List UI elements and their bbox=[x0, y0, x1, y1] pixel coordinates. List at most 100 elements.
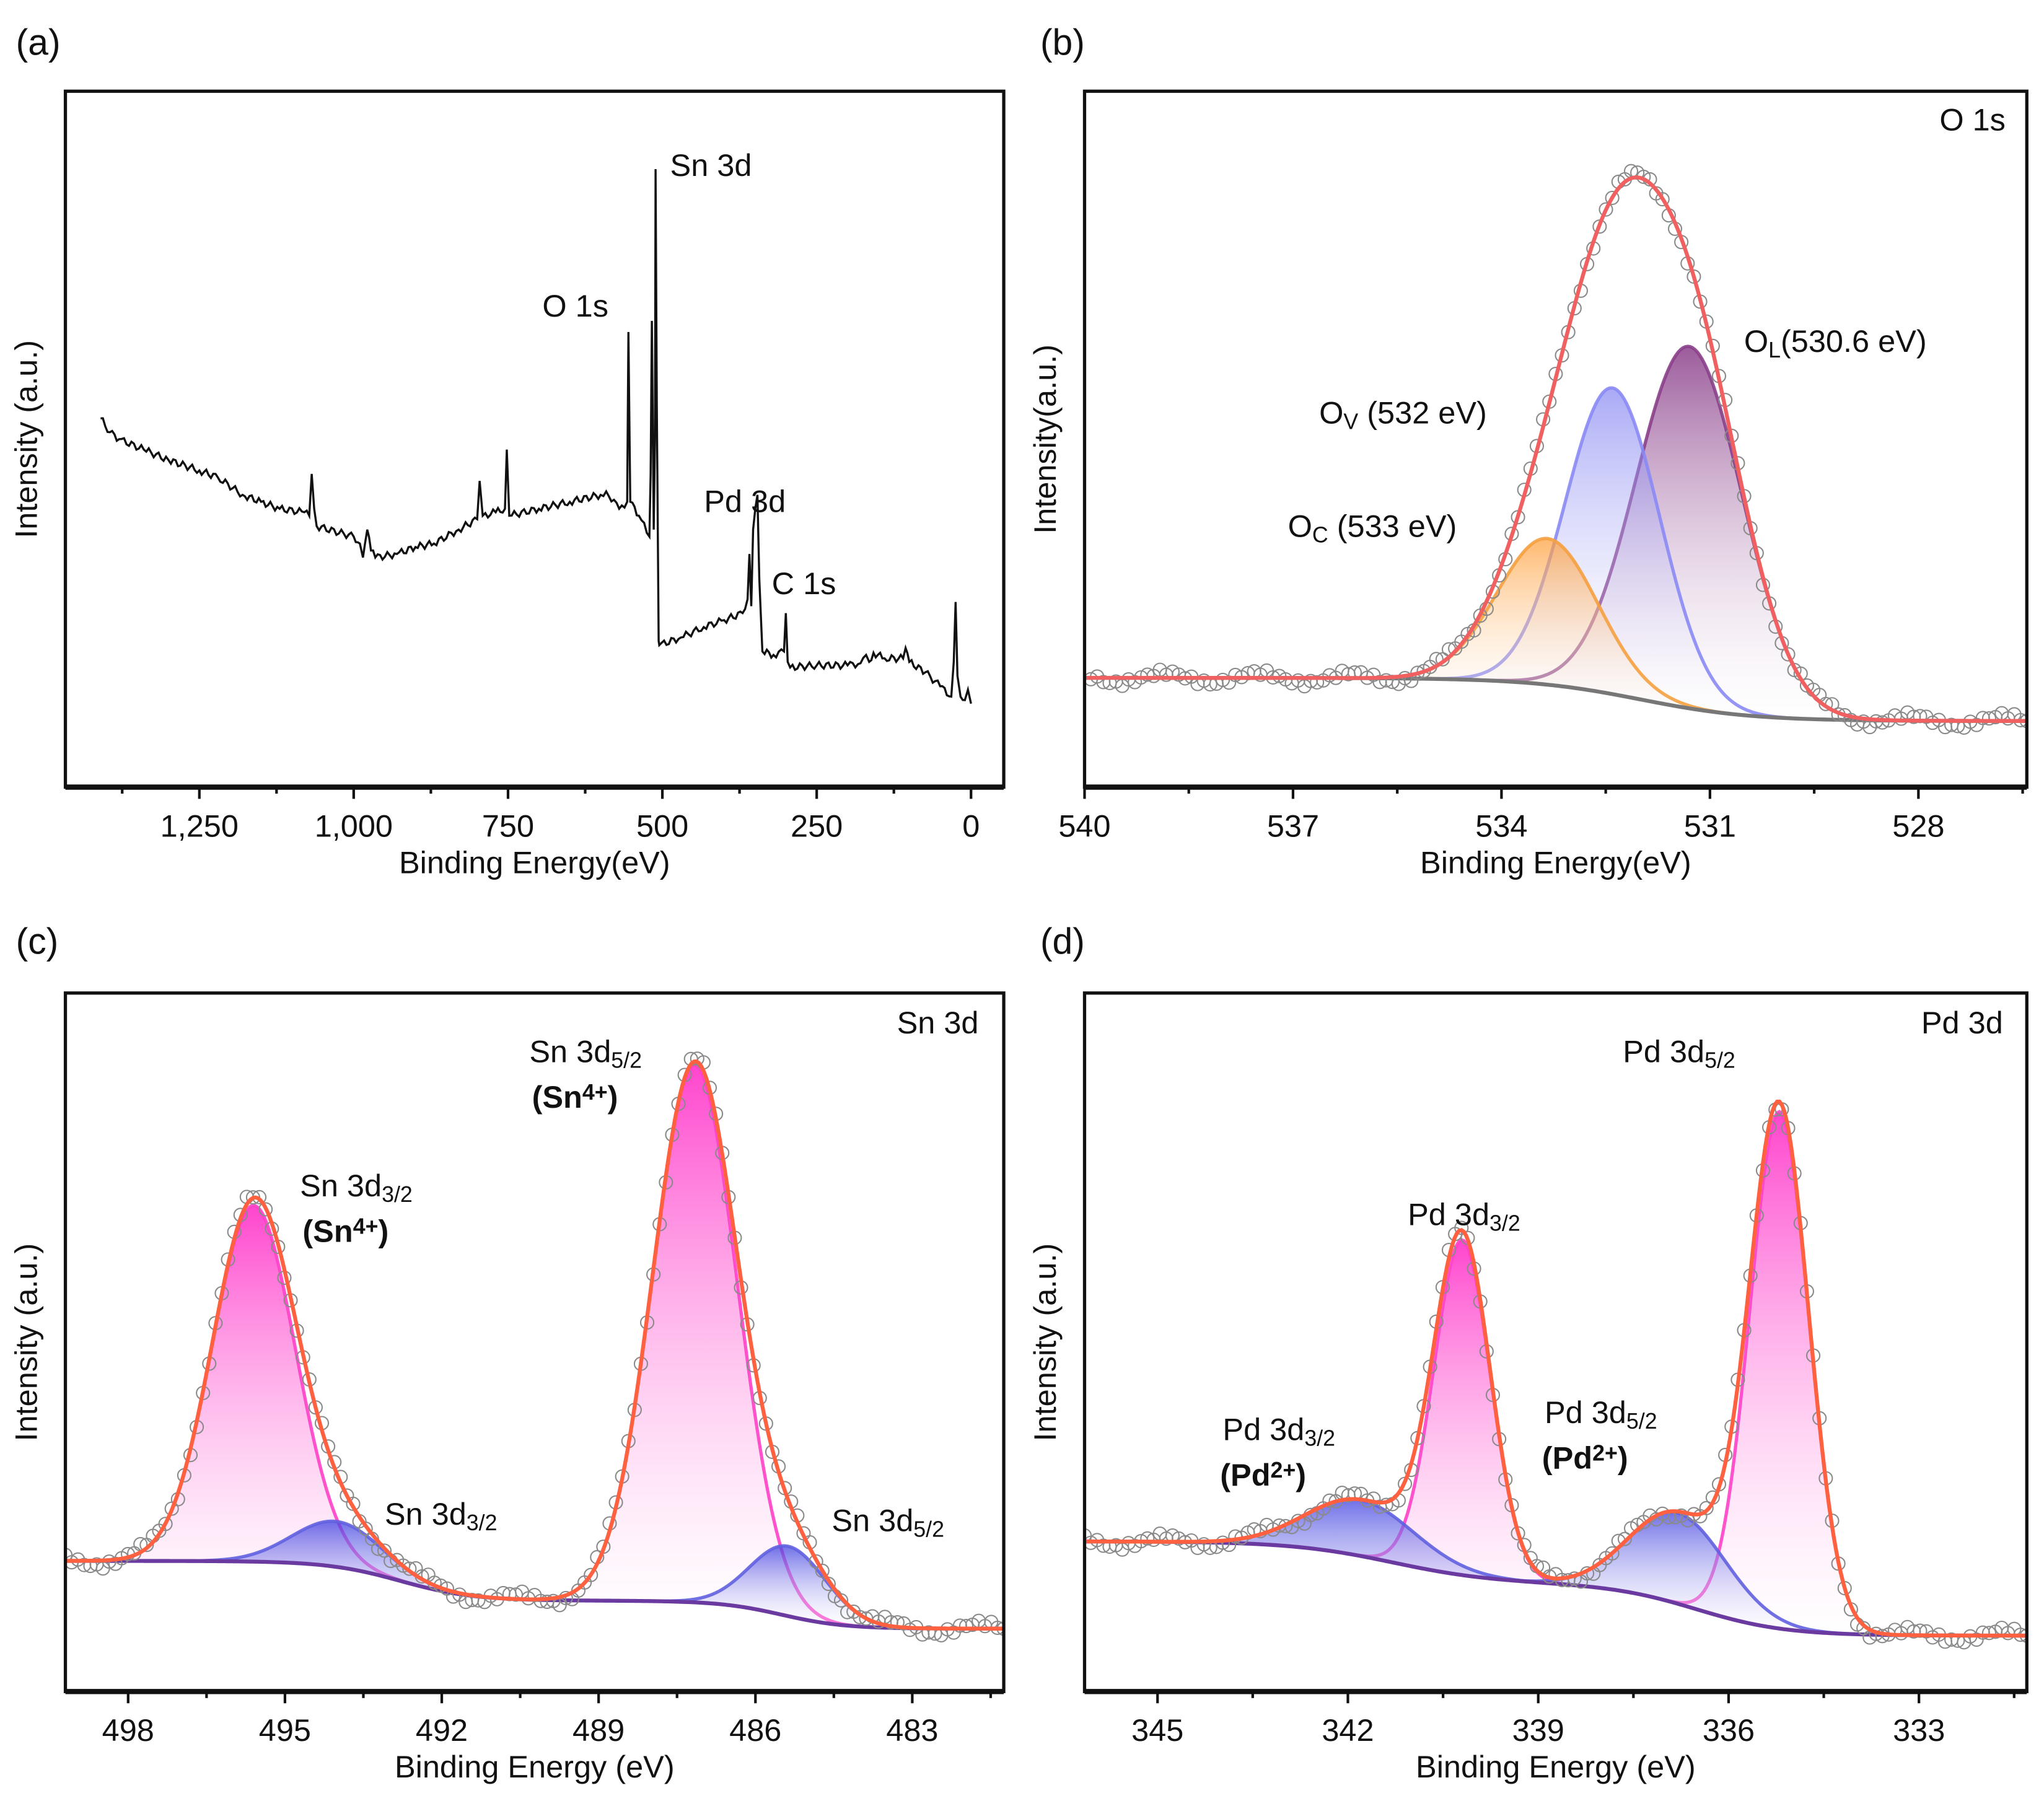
subscript: 3/2 bbox=[1489, 1211, 1520, 1235]
x-tick-label: 750 bbox=[482, 808, 534, 843]
annotation-text: C 1s bbox=[772, 566, 836, 601]
annotation-text: (532 eV) bbox=[1358, 395, 1487, 431]
x-tick-label: 1,000 bbox=[315, 808, 393, 843]
annotation-text: ) bbox=[1618, 1440, 1628, 1476]
panel-label: (c) bbox=[16, 922, 59, 962]
data-point bbox=[1473, 608, 1488, 623]
data-point bbox=[1944, 717, 1959, 732]
annotation-text: Sn 3d bbox=[831, 1503, 913, 1538]
annotation-text: (530.6 eV) bbox=[1781, 323, 1927, 359]
data-point bbox=[809, 1554, 823, 1569]
data-point bbox=[921, 1625, 936, 1640]
survey-line bbox=[100, 169, 972, 704]
x-axis-title: Binding Energy(eV) bbox=[399, 844, 670, 880]
peak-annotation: O 1s bbox=[542, 288, 608, 323]
x-tick-label: 498 bbox=[102, 1712, 154, 1748]
subscript: 3/2 bbox=[1304, 1426, 1335, 1450]
x-tick-label: 531 bbox=[1684, 808, 1736, 843]
x-axis-title: Binding Energy(eV) bbox=[1420, 844, 1691, 880]
annotation-text: Sn 3d bbox=[300, 1168, 382, 1203]
data-point bbox=[1944, 1632, 1959, 1647]
y-axis-title: Intensity(a.u.) bbox=[1027, 344, 1063, 534]
x-tick-label: 336 bbox=[1703, 1712, 1755, 1748]
data-point bbox=[1599, 202, 1613, 217]
component-line bbox=[1084, 1110, 2027, 1637]
y-axis-title: Intensity (a.u.) bbox=[8, 340, 43, 538]
peak-annotation: Pd 3d5/2 bbox=[1623, 1033, 1735, 1072]
peak-annotation: (Sn4+) bbox=[532, 1079, 618, 1115]
data-point bbox=[1981, 711, 1997, 726]
peak-annotation: Sn 3d3/2 bbox=[300, 1168, 413, 1207]
x-axis-title: Binding Energy (eV) bbox=[1416, 1749, 1696, 1784]
plot-area bbox=[1084, 164, 2027, 735]
peak-annotation: (Pd2+) bbox=[1542, 1440, 1628, 1476]
subscript: 3/2 bbox=[382, 1182, 413, 1207]
data-point bbox=[139, 1538, 154, 1553]
annotation-text: Pd 3d bbox=[704, 484, 786, 519]
annotation-text: O bbox=[1744, 323, 1768, 359]
panel-d: (d) 345 342 339 336 333 Binding Energy (eV) Int… bbox=[1027, 922, 2029, 1784]
annotation-text: Pd 3d bbox=[1623, 1033, 1704, 1069]
peak-annotation: OV (532 eV) bbox=[1319, 395, 1487, 434]
panel-c: (c) 498 495 492 489 486 483 Binding Energy (eV)… bbox=[8, 922, 1006, 1784]
plot-area bbox=[65, 1051, 1004, 1643]
peak-annotation: OL(530.6 eV) bbox=[1744, 323, 1927, 362]
superscript: 4+ bbox=[582, 1080, 608, 1105]
x-tick-label: 540 bbox=[1058, 808, 1110, 843]
annotation-text: Sn 3d bbox=[670, 147, 752, 183]
annotation-text: O 1s bbox=[1939, 102, 2006, 137]
x-tick-label: 500 bbox=[636, 808, 688, 843]
panel-label: (d) bbox=[1040, 922, 1085, 962]
peak-annotation: Sn 3d5/2 bbox=[831, 1503, 944, 1542]
data-point bbox=[1084, 1528, 1092, 1543]
annotation-text: (Pd bbox=[1220, 1457, 1270, 1492]
y-axis-title: Intensity (a.u.) bbox=[1027, 1243, 1063, 1442]
data-point bbox=[108, 1556, 123, 1571]
data-point bbox=[1140, 667, 1155, 682]
x-tick-label: 333 bbox=[1893, 1712, 1945, 1748]
data-point bbox=[1379, 673, 1393, 688]
data-point bbox=[65, 1548, 73, 1562]
annotation-text: ) bbox=[608, 1079, 618, 1115]
component-fill bbox=[1084, 538, 2027, 721]
x-tick-label: 345 bbox=[1131, 1712, 1183, 1748]
data-point bbox=[1310, 675, 1325, 690]
x-tick-label: 342 bbox=[1322, 1712, 1374, 1748]
annotation-text: ) bbox=[1296, 1457, 1306, 1492]
component-fill bbox=[65, 1521, 1004, 1629]
peak-annotation: C 1s bbox=[772, 566, 836, 601]
annotation-text: O 1s bbox=[542, 288, 608, 323]
annotation-text: Pd 3d bbox=[1408, 1196, 1489, 1232]
data-point bbox=[1548, 1567, 1563, 1582]
peak-annotation: Pd 3d5/2 bbox=[1545, 1395, 1657, 1434]
panel-label: (b) bbox=[1040, 22, 1085, 63]
plot-frame bbox=[63, 89, 1006, 789]
x-tick-label: 492 bbox=[416, 1712, 468, 1748]
superscript: 2+ bbox=[1271, 1458, 1296, 1483]
plot-area bbox=[1084, 1099, 2027, 1650]
annotation-text: (Sn bbox=[532, 1079, 582, 1115]
data-point bbox=[258, 1202, 273, 1217]
x-tick-label: 489 bbox=[572, 1712, 625, 1748]
x-tick-label: 528 bbox=[1892, 808, 1944, 843]
annotation-text: Pd 3d bbox=[1222, 1411, 1304, 1447]
y-axis-title: Intensity (a.u.) bbox=[8, 1243, 43, 1442]
panel-label: (a) bbox=[16, 22, 61, 63]
peak-annotation: Sn 3d bbox=[897, 1005, 979, 1040]
subscript: C bbox=[1312, 523, 1328, 548]
data-point bbox=[1799, 678, 1814, 693]
annotation-text: (Sn bbox=[302, 1214, 353, 1249]
data-point bbox=[1981, 1626, 1997, 1641]
superscript: 2+ bbox=[1592, 1441, 1618, 1466]
subscript: 5/2 bbox=[913, 1517, 944, 1542]
data-point bbox=[1875, 715, 1890, 730]
data-point bbox=[540, 1594, 555, 1610]
data-point bbox=[859, 1611, 874, 1626]
peak-annotation: Sn 3d3/2 bbox=[385, 1496, 498, 1535]
plot-area bbox=[100, 169, 972, 704]
data-point bbox=[164, 1501, 179, 1516]
peak-annotation: Pd 3d3/2 bbox=[1408, 1196, 1520, 1235]
data-point bbox=[958, 1618, 974, 1634]
annotation-text: O bbox=[1288, 509, 1312, 544]
